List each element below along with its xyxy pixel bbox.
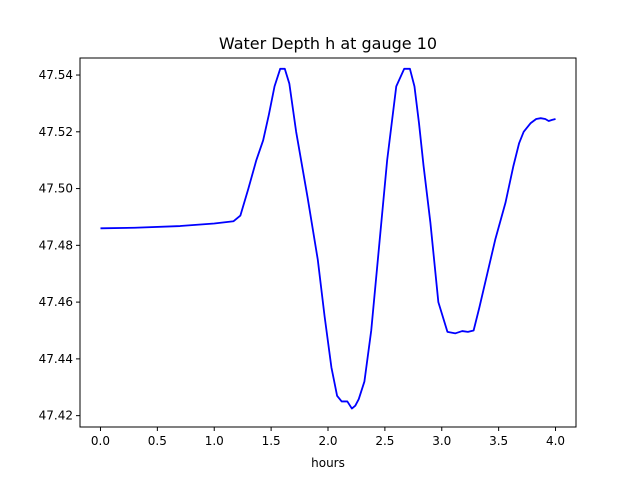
x-tick-label: 2.0 bbox=[318, 434, 337, 448]
x-axis-label: hours bbox=[311, 456, 345, 470]
y-tick-label: 47.42 bbox=[39, 409, 73, 423]
x-tick-label: 4.0 bbox=[546, 434, 565, 448]
data-line-1 bbox=[100, 67, 556, 410]
x-tick-label: 3.5 bbox=[489, 434, 508, 448]
plot-area: 0.0 0.5 1.0 1.5 2.0 2.5 3.0 3.5 4.0 47.42 47.44 47.… bbox=[39, 57, 577, 448]
x-tick-label: 0.0 bbox=[91, 434, 110, 448]
x-tick-label: 2.5 bbox=[375, 434, 394, 448]
y-tick-label: 47.46 bbox=[39, 295, 73, 309]
y-tick-label: 47.48 bbox=[39, 238, 73, 252]
x-tick-label: 1.0 bbox=[205, 434, 224, 448]
x-tick-label: 3.0 bbox=[432, 434, 451, 448]
plot-frame bbox=[79, 57, 577, 428]
chart-title: Water Depth h at gauge 10 bbox=[219, 34, 437, 53]
y-tick-label: 47.44 bbox=[39, 352, 73, 366]
y-tick-label: 47.52 bbox=[39, 125, 73, 139]
y-tick-label: 47.50 bbox=[39, 182, 73, 196]
x-tick-label: 0.5 bbox=[148, 434, 167, 448]
x-tick-label: 1.5 bbox=[262, 434, 281, 448]
y-tick-label: 47.54 bbox=[39, 68, 73, 82]
